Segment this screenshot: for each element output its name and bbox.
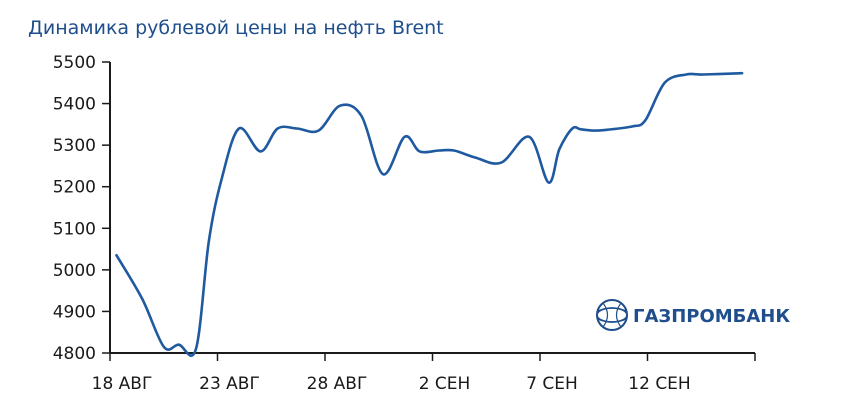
x-tick-label: 12 СЕН (628, 374, 690, 394)
y-tick-label: 5000 (53, 261, 96, 281)
y-axis-ticks: 4800 4900 5000 5100 5200 5300 5400 5500 (53, 53, 110, 364)
series-point (195, 348, 197, 350)
series-point (208, 240, 210, 242)
series-point (685, 73, 687, 75)
series-point (528, 136, 530, 138)
series-point (382, 173, 384, 175)
gazprombank-logo-text: ГАЗПРОМБАНК (633, 306, 790, 327)
y-tick-label: 5100 (53, 219, 96, 239)
gazprombank-globe-icon (596, 299, 628, 331)
series-point (702, 73, 704, 75)
series-point (178, 344, 180, 346)
series-point (453, 149, 455, 151)
series-point (403, 136, 405, 138)
series-point (277, 127, 279, 129)
series-point (141, 298, 143, 300)
y-tick-label: 5300 (53, 136, 96, 156)
y-tick-label: 5400 (53, 95, 96, 115)
series-point (500, 161, 502, 163)
y-tick-label: 5500 (53, 53, 96, 73)
series-point (339, 105, 341, 107)
x-tick-label: 23 АВГ (199, 374, 260, 394)
series-point (631, 125, 633, 127)
y-tick-label: 4800 (53, 344, 96, 364)
series-point (558, 148, 560, 150)
series-group (115, 71, 744, 357)
series-point (571, 127, 573, 129)
series-point (163, 346, 165, 348)
series-point (259, 150, 261, 152)
series-point (741, 72, 743, 74)
x-axis-ticks: 18 АВГ 23 АВГ 28 АВГ 2 СЕН 7 СЕН 12 СЕН (92, 353, 756, 394)
x-tick-label: 7 СЕН (526, 374, 578, 394)
series-point (664, 82, 666, 84)
y-tick-label: 5200 (53, 178, 96, 198)
series-point (221, 177, 223, 179)
gazprombank-logo: ГАЗПРОМБАНК (596, 299, 790, 331)
series-point (606, 129, 608, 131)
series-point (115, 254, 117, 256)
series-point (580, 128, 582, 130)
series-point (547, 181, 549, 183)
chart-title: Динамика рублевой цены на нефть Brent (28, 17, 444, 39)
x-tick-label: 2 СЕН (419, 374, 471, 394)
series-point (438, 149, 440, 151)
series-point (474, 156, 476, 158)
series-point (418, 150, 420, 152)
series-point (644, 119, 646, 121)
series-line-brent-rub (115, 71, 744, 357)
x-tick-label: 18 АВГ (92, 374, 153, 394)
series-point (238, 127, 240, 129)
series-point (296, 127, 298, 129)
series-point (317, 129, 319, 131)
series-point (360, 115, 362, 117)
series-point (593, 129, 595, 131)
y-tick-label: 4900 (53, 302, 96, 322)
x-tick-label: 28 АВГ (307, 374, 368, 394)
